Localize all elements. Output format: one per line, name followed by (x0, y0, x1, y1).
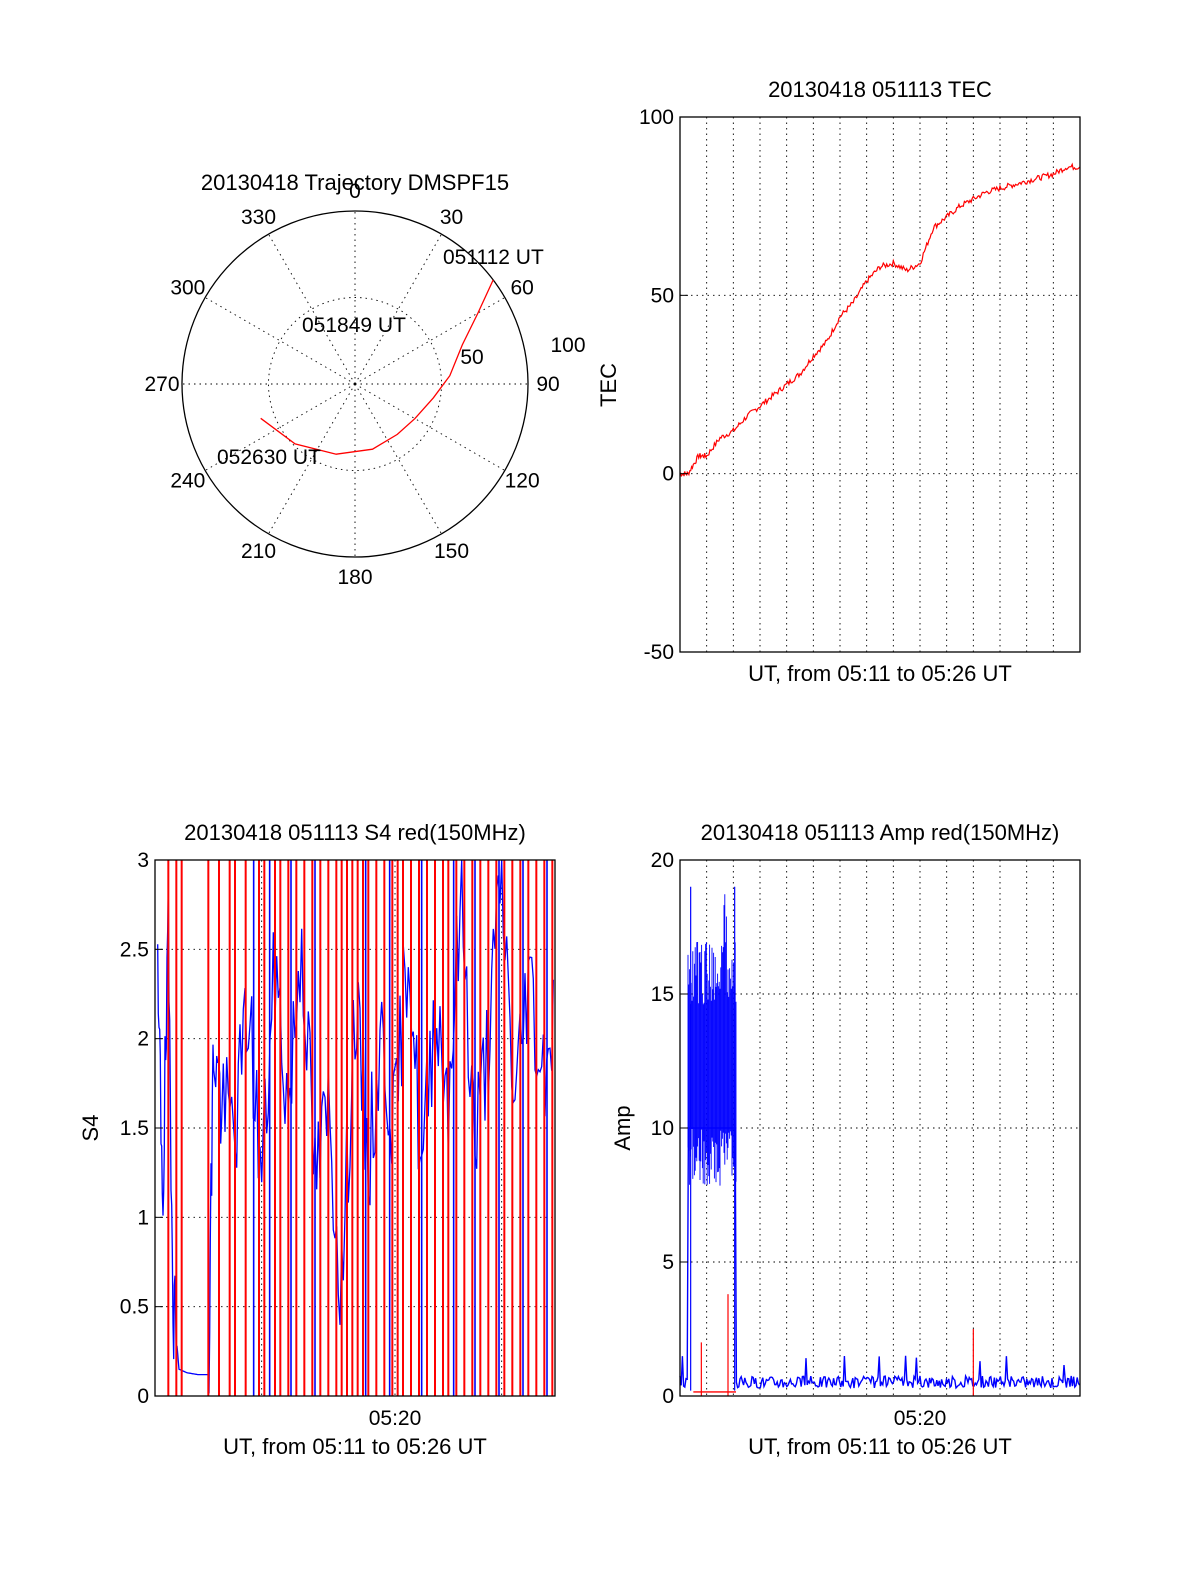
y-tick-label: 5 (662, 1251, 674, 1274)
trajectory-annotation: 051112 UT (443, 246, 544, 269)
polar-angle-label: 60 (510, 277, 533, 300)
polar-angle-label: 0 (349, 180, 361, 203)
polar-spoke (204, 297, 356, 385)
amp-xtick-label: 05:20 (894, 1407, 947, 1430)
y-tick-label: 100 (639, 106, 674, 129)
amp-panel: 20130418 051113 Amp red(150MHz) 20 15 10 5 0… (610, 820, 1081, 1459)
tec-plot-frame (679, 116, 1081, 653)
polar-spoke (354, 297, 506, 385)
y-tick-label: 20 (651, 849, 674, 872)
polar-angle-label: 210 (241, 540, 276, 563)
polar-angle-label: 300 (170, 277, 205, 300)
polar-angle-labels: 0 30 60 90 120 150 180 210 240 270 300 330 (144, 180, 559, 589)
polar-angle-label: 120 (505, 470, 540, 493)
y-tick-label: 1 (137, 1206, 149, 1229)
s4-panel: 20130418 051113 S4 red(150MHz) 3 2.5 2 1.5 1… (78, 820, 556, 1459)
amp-xlabel: UT, from 05:11 to 05:26 UT (748, 1434, 1012, 1459)
y-tick-label: -50 (644, 641, 674, 664)
s4-ylabel: S4 (78, 1115, 103, 1142)
polar-spoke (268, 233, 356, 385)
y-tick-label: 0 (662, 1385, 674, 1408)
y-tick-label: 2.5 (120, 938, 149, 961)
polar-title: 20130418 Trajectory DMSPF15 (201, 170, 509, 195)
amp-blue-series (679, 886, 1081, 1391)
s4-blue-spikes (252, 860, 548, 1396)
s4-xtick-label: 05:20 (369, 1407, 422, 1430)
radial-tick-label: 50 (460, 346, 483, 369)
amp-y-ticks: 20 15 10 5 0 (651, 849, 688, 1408)
polar-angle-label: 30 (440, 206, 463, 229)
y-tick-label: 0 (137, 1385, 149, 1408)
y-tick-label: 3 (137, 849, 149, 872)
y-tick-label: 0.5 (120, 1296, 149, 1319)
polar-spoke (354, 383, 442, 535)
trajectory-annotation: 051849 UT (302, 314, 406, 337)
y-tick-label: 15 (651, 983, 674, 1006)
polar-angle-label: 150 (434, 540, 469, 563)
s4-xlabel: UT, from 05:11 to 05:26 UT (223, 1434, 487, 1459)
polar-angle-label: 180 (337, 566, 372, 589)
polar-grid (182, 211, 528, 557)
amp-grid (680, 859, 1080, 1397)
s4-red-spikes (167, 860, 554, 1396)
tec-grid (680, 116, 1080, 653)
polar-outer-circle (181, 210, 529, 558)
polar-angle-label: 270 (144, 373, 179, 396)
y-tick-label: 50 (651, 284, 674, 307)
polar-spoke (354, 383, 506, 471)
polar-grid-circle (268, 297, 442, 471)
amp-blue-baseline (679, 1127, 1081, 1390)
tec-ylabel: TEC (596, 363, 621, 407)
tec-title: 20130418 051113 TEC (768, 77, 992, 102)
s4-y-ticks: 3 2.5 2 1.5 1 0.5 0 (120, 849, 163, 1408)
y-tick-label: 1.5 (120, 1117, 149, 1140)
polar-spoke (354, 233, 442, 385)
amp-plot-frame (679, 859, 1081, 1397)
polar-angle-label: 90 (536, 373, 559, 396)
y-tick-label: 2 (137, 1028, 149, 1051)
tec-panel: 20130418 051113 TEC 100 50 0 -50 TEC UT, fr… (596, 77, 1081, 686)
tec-xlabel: UT, from 05:11 to 05:26 UT (748, 661, 1012, 686)
amp-title: 20130418 051113 Amp red(150MHz) (701, 820, 1060, 845)
s4-title: 20130418 051113 S4 red(150MHz) (184, 820, 526, 845)
polar-panel: 20130418 Trajectory DMSPF15 0 30 60 90 120 15… (144, 170, 585, 589)
radial-tick-label: 100 (550, 334, 585, 357)
trajectory-annotation: 052630 UT (217, 446, 321, 469)
tec-series-line (679, 162, 1081, 478)
y-tick-label: 0 (662, 463, 674, 486)
tec-y-ticks: 100 50 0 -50 (639, 106, 688, 664)
polar-spoke (204, 383, 356, 471)
polar-angle-label: 330 (241, 206, 276, 229)
trajectory-line (260, 279, 494, 455)
amp-red-series (693, 1294, 974, 1396)
y-tick-label: 10 (651, 1117, 674, 1140)
s4-blue-series (157, 859, 554, 1394)
amp-ylabel: Amp (610, 1105, 635, 1150)
polar-angle-label: 240 (170, 470, 205, 493)
polar-spoke (268, 383, 356, 535)
